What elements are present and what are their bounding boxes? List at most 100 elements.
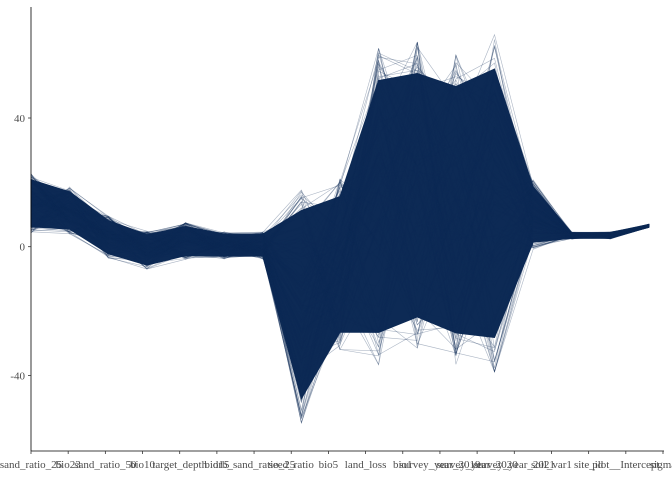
draw-line [30, 156, 650, 295]
draw-line [30, 148, 650, 326]
y-tick-label: 40 [14, 113, 26, 125]
x-tick-label: sand_ratio_25 [0, 459, 63, 471]
draw-line [30, 154, 650, 398]
draw-line [30, 95, 650, 323]
draw-line [30, 161, 650, 349]
draw-line [30, 160, 650, 417]
draw-line [30, 185, 650, 360]
plot-area [30, 33, 650, 424]
draw-line [30, 42, 650, 346]
draw-line [30, 47, 650, 366]
draw-line [30, 178, 650, 344]
y-ticks: -40 0 40 [10, 113, 31, 382]
x-tick-label: sand_ratio_50 [74, 459, 137, 471]
draw-line [30, 196, 650, 322]
draw-line [30, 137, 650, 311]
draw-line [30, 62, 650, 335]
draw-line [30, 56, 650, 317]
draw-line [30, 72, 650, 346]
draw-line [30, 42, 650, 402]
draw-line [30, 55, 650, 372]
draw-line [30, 60, 650, 307]
draw-line [30, 103, 650, 368]
draw-line [30, 145, 650, 253]
draw-line [30, 69, 650, 276]
draw-line [30, 148, 650, 389]
draw-line [30, 198, 650, 363]
draw-line [30, 42, 650, 365]
x-tick-label: bio15 [204, 459, 230, 471]
draw-line [30, 57, 650, 323]
draw-line [30, 127, 650, 325]
draw-line [30, 193, 650, 352]
draw-line [30, 46, 650, 350]
draw-line [30, 126, 650, 320]
x-ticks: sand_ratio_25bio23sand_ratio_50bio10targ… [0, 451, 672, 471]
draw-line [30, 83, 650, 340]
x-tick-label: drb_sand_ratio_25 [213, 459, 296, 471]
draw-line [30, 61, 650, 341]
draw-line [30, 99, 650, 313]
draw-line [30, 85, 650, 380]
draw-line [30, 186, 650, 363]
draw-line [30, 71, 650, 348]
draw-line [30, 56, 650, 333]
x-tick-label: soil_var1 [531, 459, 572, 471]
draw-line [30, 45, 650, 342]
draw-line [30, 113, 650, 357]
draw-line [30, 63, 650, 412]
draw-line [30, 91, 650, 423]
draw-line [30, 107, 650, 307]
draw-line [30, 178, 650, 420]
draw-line [30, 60, 650, 300]
draw-line [30, 193, 650, 335]
draw-line [30, 149, 650, 260]
draw-line [30, 55, 650, 388]
draw-line [30, 79, 650, 322]
x-tick-label: bio23 [56, 459, 82, 471]
draw-line [30, 70, 650, 330]
axes [30, 7, 664, 452]
draw-line [30, 94, 650, 417]
x-tick-label: plot__Intercept [592, 459, 659, 471]
draw-line [30, 166, 650, 379]
draw-line [30, 64, 650, 269]
draw-line [30, 135, 650, 276]
draw-line [30, 193, 650, 349]
draw-line [30, 53, 650, 359]
draw-line [30, 151, 650, 417]
draw-line [30, 164, 650, 335]
draw-line [30, 72, 650, 319]
draw-line [30, 107, 650, 282]
x-tick-label: survey_year_2021 [474, 459, 555, 471]
x-tick-label: target_depth [152, 459, 207, 471]
draw-line [30, 48, 650, 348]
draw-line [30, 62, 650, 331]
draw-line [30, 75, 650, 353]
draw-line [30, 97, 650, 350]
draw-line [30, 78, 650, 341]
draw-line [30, 84, 650, 249]
draw-line [30, 201, 650, 331]
draw-line [30, 135, 650, 301]
draw-line [30, 104, 650, 276]
draw-line [30, 110, 650, 349]
draw-line [30, 118, 650, 274]
x-tick-label: survey_year_2019 [399, 459, 481, 471]
draw-line [30, 73, 650, 378]
x-tick-label: seed_ratio [269, 459, 315, 471]
x-tick-label: land_loss [345, 459, 387, 471]
draw-line [30, 127, 650, 335]
draw-line [30, 83, 650, 351]
draw-line [30, 118, 650, 420]
x-tick-label: survey_year_2020 [436, 459, 518, 471]
draw-line [30, 122, 650, 314]
draw-line [30, 77, 650, 375]
draw-line [30, 190, 650, 373]
draw-line [30, 132, 650, 356]
draw-line [30, 76, 650, 356]
draw-line [30, 176, 650, 322]
draw-line [30, 57, 650, 332]
x-tick-label: bio5 [319, 459, 339, 471]
